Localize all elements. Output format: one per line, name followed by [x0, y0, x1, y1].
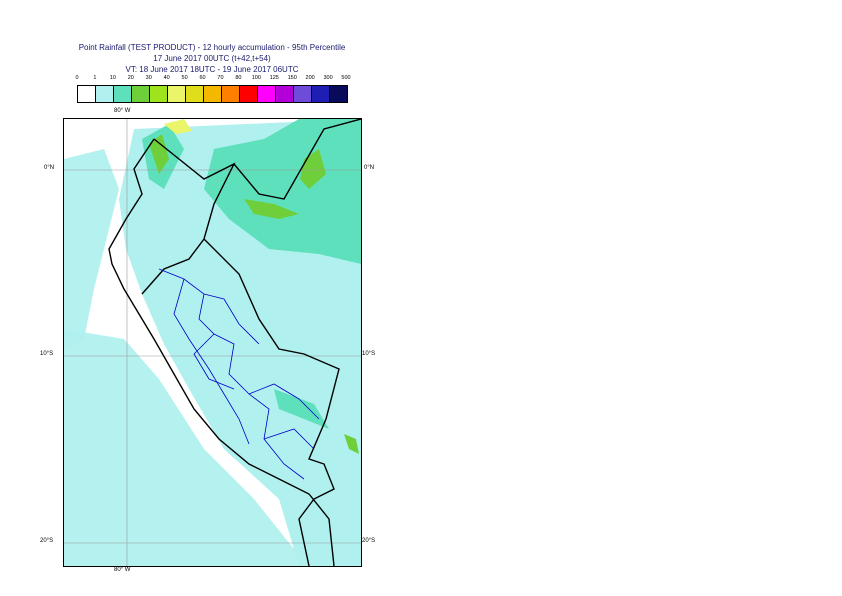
- map-panel: [63, 118, 362, 567]
- legend-labels: 0 1 10 20 30 40 50 60 70 80 100 125 150 200 300 500: [75, 75, 351, 84]
- legend-swatch: [276, 86, 294, 102]
- legend-label: 125: [269, 75, 279, 81]
- legend-swatch: [240, 86, 258, 102]
- country-border-ecuador-peru: [141, 138, 236, 295]
- legend-swatch: [78, 86, 96, 102]
- legend-label: 70: [217, 75, 224, 81]
- legend-swatch: [312, 86, 330, 102]
- legend-swatch: [222, 86, 240, 102]
- country-border-coast: [108, 138, 335, 566]
- legend-swatch: [168, 86, 186, 102]
- legend-label: 40: [163, 75, 170, 81]
- lat-label-right-0: 0°N: [364, 165, 375, 171]
- legend-label: 20: [127, 75, 134, 81]
- legend-swatch: [186, 86, 204, 102]
- region-boundaries: [158, 268, 320, 480]
- ocean-rain-band: [64, 149, 119, 349]
- title-line-1: Point Rainfall (TEST PRODUCT) - 12 hourl…: [78, 43, 346, 52]
- rain-yellow-patch: [164, 119, 192, 134]
- legend-swatch: [204, 86, 222, 102]
- precip-map: [64, 119, 361, 566]
- legend-label: 200: [305, 75, 315, 81]
- land-rain-medium-north: [204, 119, 361, 264]
- lon-label-bottom: 80° W: [114, 567, 131, 573]
- land-rain-medium-central: [274, 389, 329, 429]
- legend-label: 0: [75, 75, 79, 81]
- legend-swatch: [330, 86, 347, 102]
- legend-label: 150: [287, 75, 297, 81]
- lat-label-left-0: 0°N: [44, 165, 55, 171]
- lat-label-left-10: 10°S: [40, 351, 54, 357]
- legend-swatch: [96, 86, 114, 102]
- title-line-2: 17 June 2017 00UTC (t+42,t+54): [153, 54, 271, 63]
- legend-label: 30: [145, 75, 152, 81]
- legend-swatch: [114, 86, 132, 102]
- lat-label-right-20: 20°S: [362, 538, 376, 544]
- legend-label: 300: [323, 75, 333, 81]
- legend-label: 50: [181, 75, 188, 81]
- legend-swatch: [294, 86, 312, 102]
- legend-label: 60: [199, 75, 206, 81]
- lon-label-top: 80° W: [114, 108, 131, 114]
- lat-label-right-10: 10°S: [362, 351, 376, 357]
- color-legend: 0 1 10 20 30 40 50 60 70 80 100 125 150 200 300 500: [75, 75, 351, 103]
- title-line-3: VT: 18 June 2017 18UTC - 19 June 2017 06…: [125, 65, 299, 74]
- legend-swatch: [150, 86, 168, 102]
- legend-label: 1: [93, 75, 97, 81]
- rain-green-patch-2: [244, 199, 299, 219]
- legend-label: 100: [251, 75, 261, 81]
- legend-swatch: [132, 86, 150, 102]
- rain-green-patch-3: [149, 134, 169, 174]
- legend-label: 80: [235, 75, 242, 81]
- map-title: Point Rainfall (TEST PRODUCT) - 12 hourl…: [0, 42, 424, 75]
- legend-swatch: [258, 86, 276, 102]
- country-border-colombia: [233, 119, 361, 200]
- legend-bar: [77, 85, 348, 103]
- country-border-brazil: [203, 238, 340, 566]
- lat-label-left-20: 20°S: [40, 538, 54, 544]
- rain-green-patch-4: [344, 434, 359, 454]
- legend-label: 10: [109, 75, 116, 81]
- legend-label: 500: [341, 75, 351, 81]
- ocean-rain-band-south: [64, 329, 304, 566]
